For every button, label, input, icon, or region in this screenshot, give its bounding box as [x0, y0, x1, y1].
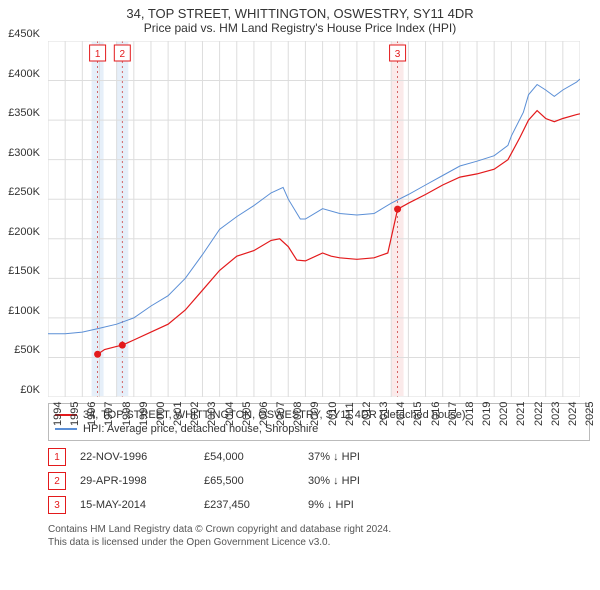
x-tick-label: 2013 [378, 402, 390, 426]
x-tick-label: 2017 [447, 402, 459, 426]
footer-line-2: This data is licensed under the Open Gov… [48, 536, 590, 549]
x-tick-label: 2022 [533, 402, 545, 426]
event-delta-3: 9% ↓ HPI [308, 499, 354, 511]
y-tick-label: £450K [8, 28, 40, 40]
x-tick-label: 2024 [567, 402, 579, 426]
svg-text:3: 3 [395, 49, 401, 60]
x-tick-label: 2016 [430, 402, 442, 426]
chart-svg: 1 2 3 [48, 41, 580, 397]
x-tick-label: 1998 [121, 402, 133, 426]
x-tick-label: 1994 [52, 402, 64, 426]
x-tick-label: 2019 [481, 402, 493, 426]
x-tick-label: 2010 [327, 402, 339, 426]
event-badge-3: 3 [48, 496, 66, 514]
x-tick-label: 2014 [395, 402, 407, 426]
x-tick-label: 2018 [464, 402, 476, 426]
event-row-3: 3 15-MAY-2014 £237,450 9% ↓ HPI [48, 493, 590, 517]
event-date-2: 29-APR-1998 [80, 475, 190, 487]
svg-text:2: 2 [120, 49, 126, 60]
x-tick-label: 2012 [361, 402, 373, 426]
title-line-1: 34, TOP STREET, WHITTINGTON, OSWESTRY, S… [0, 6, 600, 21]
chart-area: 1 2 3 [48, 41, 590, 397]
events-table: 1 22-NOV-1996 £54,000 37% ↓ HPI 2 29-APR… [48, 445, 590, 517]
x-tick-label: 2023 [550, 402, 562, 426]
event-row-1: 1 22-NOV-1996 £54,000 37% ↓ HPI [48, 445, 590, 469]
footer-line-1: Contains HM Land Registry data © Crown c… [48, 523, 590, 536]
footer: Contains HM Land Registry data © Crown c… [48, 523, 590, 549]
event-date-3: 15-MAY-2014 [80, 499, 190, 511]
y-tick-label: £0K [20, 384, 40, 396]
svg-text:1: 1 [95, 49, 101, 60]
x-tick-label: 1997 [103, 402, 115, 426]
event-price-2: £65,500 [204, 475, 294, 487]
root: 34, TOP STREET, WHITTINGTON, OSWESTRY, S… [0, 0, 600, 590]
event-delta-1: 37% ↓ HPI [308, 451, 360, 463]
x-tick-label: 2020 [498, 402, 510, 426]
y-tick-label: £350K [8, 107, 40, 119]
y-tick-label: £50K [14, 344, 40, 356]
y-tick-label: £200K [8, 226, 40, 238]
y-tick-label: £100K [8, 305, 40, 317]
x-tick-label: 2003 [206, 402, 218, 426]
x-tick-label: 2006 [258, 402, 270, 426]
chart-title: 34, TOP STREET, WHITTINGTON, OSWESTRY, S… [0, 0, 600, 37]
x-tick-label: 1996 [86, 402, 98, 426]
y-tick-label: £400K [8, 68, 40, 80]
x-tick-label: 2021 [515, 402, 527, 426]
event-row-2: 2 29-APR-1998 £65,500 30% ↓ HPI [48, 469, 590, 493]
event-delta-2: 30% ↓ HPI [308, 475, 360, 487]
x-tick-label: 2011 [344, 402, 356, 426]
x-tick-label: 2005 [241, 402, 253, 426]
y-tick-label: £250K [8, 186, 40, 198]
title-line-2: Price paid vs. HM Land Registry's House … [0, 21, 600, 35]
x-tick-label: 1999 [138, 402, 150, 426]
event-price-3: £237,450 [204, 499, 294, 511]
x-tick-label: 2009 [309, 402, 321, 426]
y-tick-label: £300K [8, 147, 40, 159]
event-badge-2: 2 [48, 472, 66, 490]
x-tick-label: 2002 [189, 402, 201, 426]
event-date-1: 22-NOV-1996 [80, 451, 190, 463]
x-tick-label: 2015 [412, 402, 424, 426]
x-tick-label: 2008 [292, 402, 304, 426]
x-tick-label: 2007 [275, 402, 287, 426]
y-axis-labels: £0K£50K£100K£150K£200K£250K£300K£350K£40… [0, 34, 44, 390]
x-axis-labels: 1994 1995 1996 1997 1998 1999 2000 2001 2002 2003… [48, 394, 580, 434]
x-tick-label: 2001 [172, 402, 184, 426]
event-badge-1: 1 [48, 448, 66, 466]
event-price-1: £54,000 [204, 451, 294, 463]
x-tick-label: 2025 [584, 402, 596, 426]
x-tick-label: 2000 [155, 402, 167, 426]
x-tick-label: 2004 [224, 402, 236, 426]
y-tick-label: £150K [8, 265, 40, 277]
x-tick-label: 1995 [69, 402, 81, 426]
